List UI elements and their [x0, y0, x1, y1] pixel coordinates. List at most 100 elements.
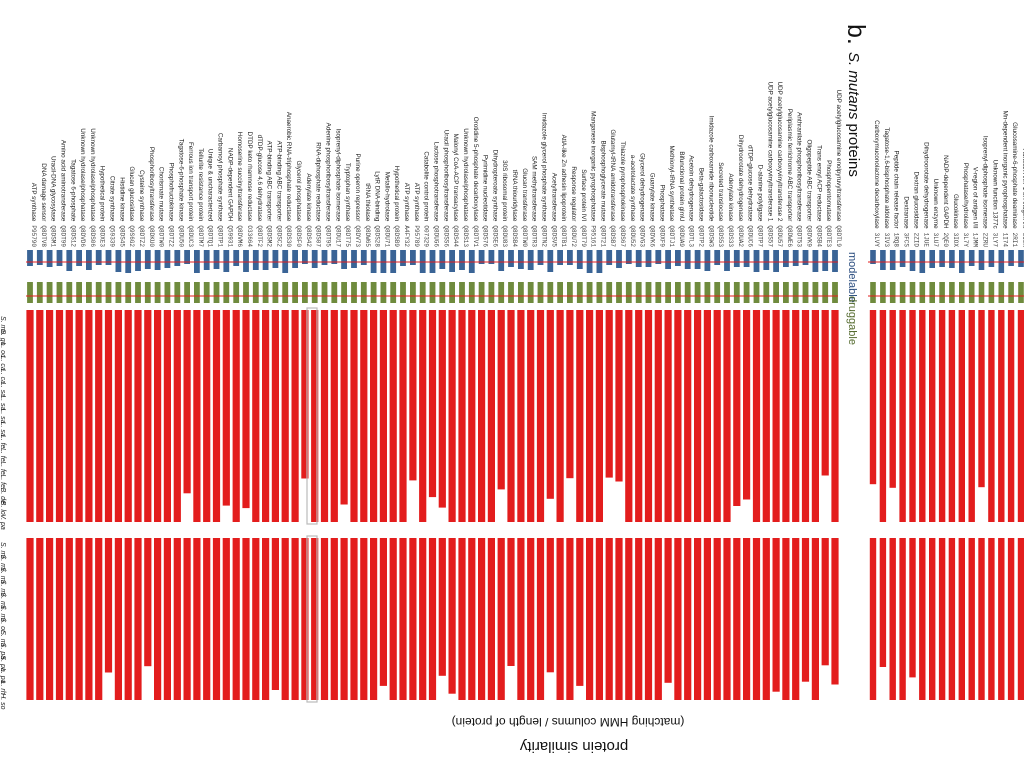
- protein-label: Phosphopentomutase Q8DTE3: [825, 160, 832, 247]
- protein-label: Carboxymuconolactone decarboxylase 3LVY: [873, 120, 880, 247]
- organism-label: L. fe: [0, 474, 6, 488]
- modelable-bar: [889, 250, 896, 270]
- protein-accession: Q8DS06: [89, 225, 96, 247]
- protein-label: Isoprenyl-diphosphate isomerase Q8DU17: [334, 129, 341, 248]
- similarity-bar: [801, 310, 810, 522]
- protein-label: ATP-binding ABC transporter Q8DSC2: [275, 141, 282, 248]
- similarity-bar: [782, 538, 790, 700]
- protein-name: Malonyl CoA-ACP transacylase: [452, 134, 459, 222]
- similarity-bar: [281, 538, 289, 700]
- druggable-bar: [488, 282, 495, 303]
- annotation-tracks: [26, 250, 1024, 303]
- panel-letter: b.: [842, 24, 870, 45]
- protein-label: Guanylate kinase Q8DVK6: [649, 173, 656, 248]
- protein-accession: Q8DSC2: [275, 225, 282, 247]
- similarity-bar: [350, 310, 358, 522]
- druggable-bar: [645, 282, 652, 303]
- protein-name: D-alanine polyligase: [757, 165, 764, 222]
- protein-accession: Q8DTB1: [560, 225, 567, 247]
- modelable-bar: [292, 250, 298, 268]
- similarity-bar: [409, 310, 417, 481]
- similarity-bar: [762, 538, 770, 700]
- similarity-bar: [664, 310, 672, 522]
- organism-label: L. pa: [0, 668, 6, 684]
- protein-accession: Q8DS42: [305, 225, 312, 247]
- similarity-bar: [586, 310, 594, 522]
- druggable-bar: [351, 282, 357, 303]
- protein-accession: Q8DT99: [60, 225, 67, 247]
- protein-accession: A4FY32: [403, 225, 410, 247]
- protein-label: Glucosamine-6-phosphate deaminase 2RI1: [1011, 122, 1018, 247]
- modelable-bar: [86, 250, 92, 270]
- similarity-bar: [615, 310, 623, 482]
- similarity-bar: [889, 310, 896, 488]
- protein-accession: Q8DTV1: [472, 225, 479, 247]
- similarity-bar: [998, 538, 1005, 700]
- protein-label: ATP synthase P95789: [413, 183, 420, 248]
- protein-label: Malonyl CoA-ACP transacylase Q8DS44: [452, 134, 459, 248]
- similarity-bar: [183, 538, 191, 700]
- druggable-bar: [184, 282, 190, 303]
- protein-label: Periplasmic ferrichrome ABC transporter Q…: [786, 109, 793, 248]
- modelable-bar: [115, 250, 122, 272]
- modelable-bar: [537, 250, 544, 265]
- protein-accession: Q8DUG6: [433, 225, 440, 247]
- druggable-bar: [714, 282, 721, 303]
- similarity-bar: [625, 538, 633, 700]
- organism-label: S. mi: [0, 542, 6, 558]
- protein-name: Tellurite resistance protein: [197, 148, 204, 222]
- protein-label: Acetyltransferase Q8DSV5: [550, 173, 557, 248]
- protein-label: Carbamoyl phosphate synthase Q8DTP1: [217, 133, 224, 248]
- druggable-bar: [252, 282, 259, 303]
- organism-label: S. or: [0, 618, 6, 633]
- protein-label: Uracil-DNA glycosylase Q8DSM1: [50, 156, 57, 247]
- similarity-bar: [919, 538, 926, 700]
- druggable-bar: [194, 282, 200, 303]
- modelable-bar: [606, 250, 613, 265]
- protein-label: Catabolite control protein O07329: [423, 151, 430, 247]
- y-axis-label-line1: protein similarity: [519, 738, 628, 755]
- druggable-bar: [567, 282, 573, 303]
- protein-accession: P95790: [30, 225, 37, 247]
- druggable-bar: [763, 282, 770, 303]
- protein-label: Dihydroorotate dehydrogenase 1JUE: [922, 142, 929, 247]
- protein-label: tRNA thiouridylase Q8DSB4: [511, 170, 518, 248]
- protein-label: Beta-galactosidase Q8DTP2: [698, 168, 705, 248]
- protein-label: Metallo-hydrolase Q8DU71: [383, 172, 390, 248]
- similarity-bar: [458, 538, 466, 700]
- protein-name: RNA-diphosphate reductase: [315, 142, 322, 222]
- similarity-bar: [566, 538, 574, 700]
- protein-label: ATP synthase A4FY32: [403, 183, 410, 248]
- protein-name: Tagatose 6-phosphate: [69, 159, 76, 222]
- protein-label: Unknown hydrolase/phosphatase Q8DVD6: [79, 128, 86, 247]
- druggable-bar: [459, 282, 465, 303]
- protein-name: Phosphatase/hydrolase: [962, 163, 969, 229]
- similarity-bar: [546, 538, 554, 673]
- modelable-bar: [625, 250, 632, 264]
- protein-name: Adhesin A/I/P1 of Antigen I/II: [1021, 149, 1024, 229]
- similarity-bar: [65, 310, 73, 522]
- protein-name: Carbamoyl phosphate synthase: [217, 133, 224, 222]
- druggable-title: druggable: [846, 296, 858, 345]
- protein-accession: 2ZRU: [982, 233, 989, 248]
- modelable-bar: [1008, 250, 1014, 266]
- similarity-bar: [36, 310, 44, 522]
- similarity-bar: [792, 310, 800, 522]
- protein-label: Chorismate mutase Q8DTW0: [158, 167, 165, 248]
- protein-name: SAM methyltransferase: [531, 156, 538, 222]
- protein-label: Isoprenyl-diphosphate isomerase 2ZRU: [982, 136, 989, 248]
- similarity-bar: [114, 538, 122, 700]
- protein-name: Guanylate kinase: [649, 173, 656, 222]
- protein-name: Glutamyl-tRNA amidotransferase: [609, 129, 616, 222]
- protein-name: a-acetolactate synthase: [629, 155, 636, 222]
- druggable-bar: [1008, 282, 1014, 303]
- modelable-bar: [164, 250, 171, 268]
- organism-label: S. mi: [0, 555, 6, 571]
- similarity-bar: [536, 538, 545, 700]
- protein-accession: Q8DVK9: [806, 225, 813, 247]
- protein-accession: Q8DTM7: [197, 225, 204, 247]
- similarity-bar: [212, 310, 221, 522]
- similarity-bar: [379, 538, 387, 686]
- protein-name: tRNA thiolase: [364, 183, 371, 222]
- similarity-bar: [605, 310, 613, 478]
